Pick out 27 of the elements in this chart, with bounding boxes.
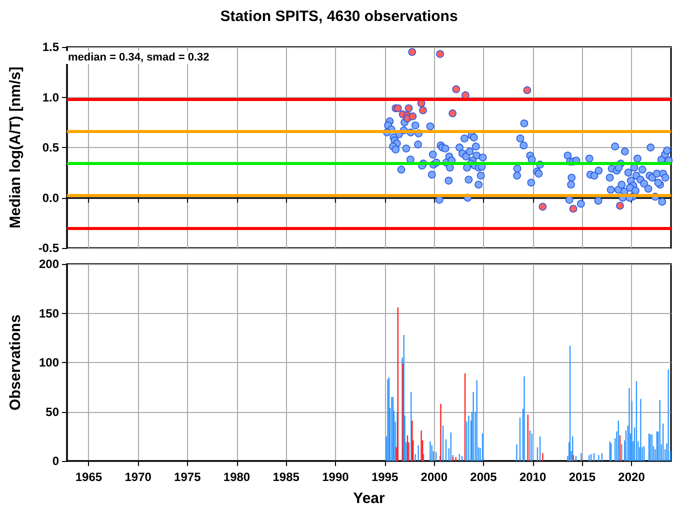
y-axis-title: Median log(A/T) [nm/s] <box>7 66 24 228</box>
y-tick-label: 200 <box>38 257 60 271</box>
y-tick-label: 1.0 <box>42 90 60 104</box>
y-tick-label: 0.0 <box>42 190 60 205</box>
x-tick-label: 2015 <box>568 470 596 484</box>
x-tick-label: 1980 <box>223 470 250 484</box>
x-tick-label: 1995 <box>371 470 398 484</box>
x-tick-label: 2005 <box>470 470 498 484</box>
y-axis-title: Observations <box>7 314 24 410</box>
y-tick-label: 50 <box>46 404 60 419</box>
y-tick-label: 0 <box>52 454 60 468</box>
chart-title: Station SPITS, 4630 observations <box>220 8 458 25</box>
x-tick-label: 2000 <box>420 470 448 484</box>
y-tick-label: 1.5 <box>42 40 60 54</box>
x-tick-label: 1970 <box>124 470 152 484</box>
x-tick-label: 2020 <box>618 470 646 484</box>
x-axis-title: Year <box>353 490 386 507</box>
x-tick-label: 1965 <box>75 470 102 484</box>
y-tick-label: 100 <box>38 356 60 370</box>
x-tick-label: 1975 <box>174 470 202 484</box>
y-tick-label: 0.5 <box>42 140 60 154</box>
y-tick-label: 150 <box>38 306 60 320</box>
y-tick-label: -0.5 <box>38 241 60 255</box>
x-tick-label: 2010 <box>519 470 546 484</box>
x-tick-label: 1990 <box>322 470 350 484</box>
x-tick-label: 1985 <box>272 470 300 484</box>
annotation: median = 0.34, smad = 0.32 <box>68 52 210 64</box>
